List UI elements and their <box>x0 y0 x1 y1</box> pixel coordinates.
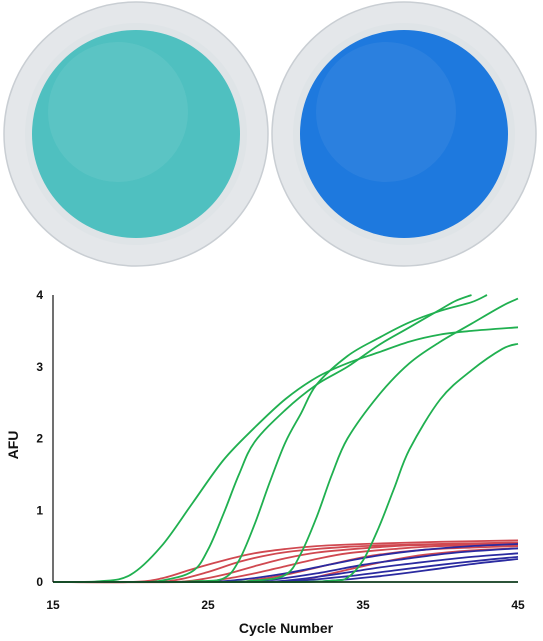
right-well-solution <box>300 30 508 238</box>
well-photo <box>3 1 537 267</box>
y-tick-label: 0 <box>36 575 43 589</box>
x-tick-label: 45 <box>511 598 525 612</box>
x-axis-label: Cycle Number <box>239 620 334 636</box>
amplification-chart: 0 1 2 3 4 15 25 35 45 AFU Cycle Number <box>5 288 525 636</box>
y-tick-label: 2 <box>36 432 43 446</box>
y-tick-label: 3 <box>36 360 43 374</box>
series-line-1 <box>52 326 519 583</box>
series-line-2 <box>52 294 472 583</box>
right-well-highlight <box>316 42 456 182</box>
x-tick-label: 15 <box>46 598 60 612</box>
y-tick-labels: 0 1 2 3 4 <box>36 288 43 589</box>
y-axis-label: AFU <box>5 431 21 460</box>
y-tick-label: 4 <box>36 288 43 302</box>
right-well <box>271 1 537 267</box>
left-well <box>3 1 269 267</box>
x-tick-labels: 15 25 35 45 <box>46 598 525 612</box>
series-line-14 <box>52 547 519 584</box>
x-tick-label: 25 <box>201 598 215 612</box>
y-tick-label: 1 <box>36 503 43 517</box>
series-line-7 <box>52 539 519 584</box>
plot-lines <box>52 294 519 584</box>
left-well-solution <box>32 30 240 238</box>
left-well-highlight <box>48 42 188 182</box>
x-tick-label: 35 <box>356 598 370 612</box>
